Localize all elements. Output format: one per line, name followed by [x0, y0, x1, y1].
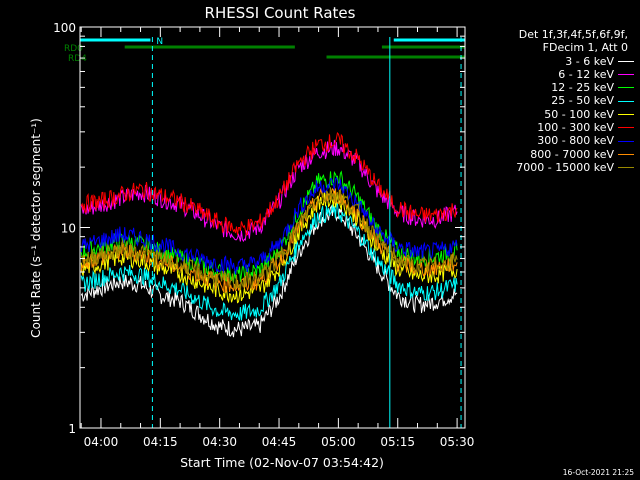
flag-label-1: RD0 [64, 44, 83, 54]
x-tick-label-5: 05:15 [380, 435, 415, 449]
y-axis-label: Count Rate (s⁻¹ detector segment⁻¹) [29, 118, 43, 338]
legend-item: 6 - 12 keV [478, 68, 638, 81]
legend-swatch [618, 60, 634, 62]
legend-label: 3 - 6 keV [565, 54, 614, 68]
flag-label-0: N [156, 37, 163, 47]
plot-area [80, 131, 458, 338]
x-tick-label-6: 05:30 [440, 435, 475, 449]
legend: Det 1f,3f,4f,5f,6f,9f, FDecim 1, Att 0 3… [478, 28, 638, 174]
legend-label: 12 - 25 keV [551, 81, 614, 95]
legend-label: 6 - 12 keV [558, 67, 614, 81]
legend-item: 7000 - 15000 keV [478, 161, 638, 174]
axes: 1 10 100 04:00 04:15 04:30 04:45 05:00 05:15 05:3… [53, 21, 474, 449]
y-tick-label-0: 1 [68, 422, 76, 436]
legend-swatch [618, 153, 634, 155]
x-tick-label-4: 05:00 [321, 435, 356, 449]
legend-swatch [618, 167, 634, 169]
legend-item: 300 - 800 keV [478, 134, 638, 147]
legend-swatch [618, 100, 634, 102]
series-line-3 [80, 202, 458, 321]
legend-label: 300 - 800 keV [537, 134, 614, 148]
legend-swatch [618, 127, 634, 129]
legend-item: 25 - 50 keV [478, 94, 638, 107]
legend-item: 3 - 6 keV [478, 55, 638, 68]
series-line-6 [80, 176, 458, 275]
legend-swatch [618, 87, 634, 89]
series-line-5 [80, 131, 458, 237]
x-tick-label-1: 04:15 [143, 435, 178, 449]
series-line-8 [80, 187, 458, 291]
legend-swatch [618, 113, 634, 115]
y-tick-label-2: 100 [53, 21, 76, 35]
legend-label: 800 - 7000 keV [530, 147, 614, 161]
legend-label: 25 - 50 keV [551, 94, 614, 108]
legend-header-line2: FDecim 1, Att 0 [542, 41, 628, 55]
legend-swatch [618, 74, 634, 76]
legend-label: 100 - 300 keV [537, 121, 614, 135]
x-tick-label-3: 04:45 [262, 435, 297, 449]
legend-label: 7000 - 15000 keV [516, 160, 614, 174]
legend-item: 100 - 300 keV [478, 121, 638, 134]
vertical-lines [151, 37, 462, 428]
legend-item: 50 - 100 keV [478, 108, 638, 121]
x-axis-label: Start Time (02-Nov-07 03:54:42) [180, 455, 384, 470]
legend-item: 800 - 7000 keV [478, 148, 638, 161]
y-tick-label-1: 10 [61, 222, 76, 236]
legend-item: 12 - 25 keV [478, 81, 638, 94]
legend-header-line1: Det 1f,3f,4f,5f,6f,9f, [518, 28, 628, 41]
x-tick-label-0: 04:00 [84, 435, 119, 449]
legend-label: 50 - 100 keV [544, 107, 614, 121]
flag-label-2: RD4 [68, 54, 87, 64]
x-tick-label-2: 04:30 [202, 435, 237, 449]
timestamp: 16-Oct-2021 21:25 [562, 468, 634, 477]
chart-title: RHESSI Count Rates [205, 4, 356, 22]
legend-swatch [618, 140, 634, 142]
